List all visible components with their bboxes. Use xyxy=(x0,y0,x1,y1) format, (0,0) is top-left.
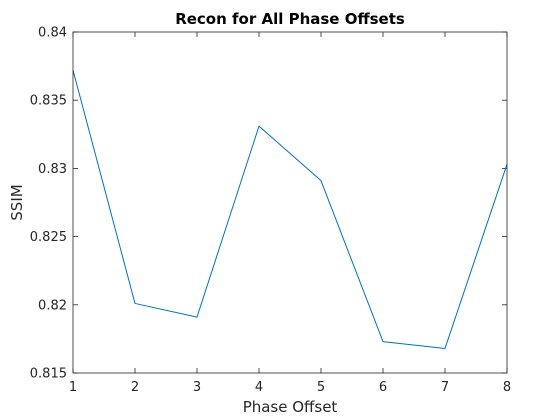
x-tick-label: 2 xyxy=(131,380,139,395)
y-axis-label: SSIM xyxy=(8,184,26,220)
plot-area xyxy=(73,32,507,373)
x-tick-label: 6 xyxy=(379,380,387,395)
chart-title: Recon for All Phase Offsets xyxy=(175,10,405,28)
y-tick-label: 0.84 xyxy=(38,26,67,41)
x-tick-label: 3 xyxy=(193,380,201,395)
x-tick-label: 7 xyxy=(441,380,449,395)
series-line xyxy=(72,70,508,349)
x-tick-label: 8 xyxy=(503,380,511,395)
plot-border xyxy=(72,31,508,374)
y-tick-label: 0.815 xyxy=(30,367,67,382)
y-tick-label: 0.835 xyxy=(30,94,67,109)
y-tick-label: 0.83 xyxy=(38,162,67,177)
x-tick-label: 1 xyxy=(69,380,77,395)
x-tick-label: 5 xyxy=(317,380,325,395)
x-tick-label: 4 xyxy=(255,380,263,395)
y-tick-label: 0.825 xyxy=(30,230,67,245)
x-axis-label: Phase Offset xyxy=(243,398,338,416)
tick-labels: 1 2 3 4 5 6 7 8 0.815 0.82 0.825 0.83 0.835 0.84 xyxy=(30,26,511,396)
y-tick-label: 0.82 xyxy=(38,298,67,313)
